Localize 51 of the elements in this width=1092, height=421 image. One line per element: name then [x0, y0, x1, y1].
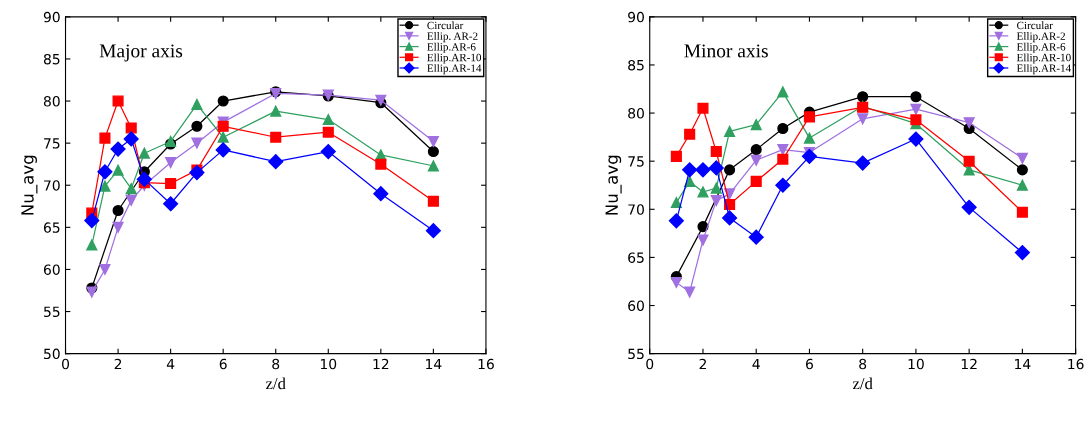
y-tick-label: 75	[628, 156, 644, 167]
x-axis-title: z/d	[852, 377, 873, 390]
x-tick-label: 16	[1068, 358, 1084, 370]
x-tick-label: 12	[373, 358, 389, 370]
x-tick-label: 4	[752, 358, 760, 370]
legend-label: Ellip.AR-10	[1016, 53, 1071, 64]
y-tick-label: 70	[44, 180, 60, 191]
x-tick-label: 14	[1015, 358, 1031, 370]
x-tick-label: 12	[961, 358, 977, 370]
legend-label: Circular	[427, 21, 464, 30]
x-tick-label: 10	[908, 358, 924, 370]
y-tick-label: 65	[43, 222, 60, 233]
y-tick-label: 60	[43, 264, 60, 275]
y-tick-label: 60	[628, 300, 644, 311]
x-tick-label: 14	[426, 358, 442, 370]
legend-label: Ellip.AR-10	[427, 53, 482, 64]
legend-label: Ellip.AR-6	[427, 42, 476, 53]
y-tick-label: 85	[628, 59, 644, 71]
x-axis-title: z/d	[266, 377, 286, 390]
y-tick-label: 65	[628, 252, 644, 263]
y-tick-label: 90	[628, 11, 644, 23]
y-tick-label: 90	[43, 11, 60, 23]
y-tick-label: 55	[44, 306, 60, 318]
annotation: Minor axis	[684, 44, 768, 58]
x-tick-label: 8	[272, 358, 280, 370]
legend-label: Ellip.AR-2	[1016, 32, 1066, 43]
annotation: Major axis	[99, 44, 183, 62]
y-axis-title: Nu_avg	[21, 155, 38, 215]
legend-label: Ellip. AR-2	[427, 32, 478, 43]
x-tick-label: 2	[699, 358, 706, 370]
y-tick-label: 80	[628, 108, 644, 119]
y-tick-label: 70	[628, 204, 644, 215]
y-tick-label: 85	[43, 53, 60, 65]
legend-label: Ellip.AR-14	[1016, 64, 1071, 75]
x-tick-label: 6	[806, 358, 813, 370]
x-tick-label: 8	[859, 358, 867, 370]
x-tick-label: 4	[166, 358, 175, 370]
y-tick-label: 50	[44, 348, 60, 360]
legend-label: Ellip.AR-6	[1016, 42, 1066, 53]
legend-label: Circular	[1017, 21, 1053, 30]
y-axis-title: Nu_avg	[605, 155, 622, 215]
x-tick-label: 10	[320, 358, 337, 370]
x-tick-label: 0	[62, 358, 70, 370]
y-tick-label: 75	[44, 138, 60, 149]
y-tick-label: 80	[43, 96, 60, 107]
y-tick-label: 55	[628, 348, 644, 360]
legend-label: Ellip.AR-14	[427, 64, 482, 75]
x-tick-label: 2	[114, 358, 122, 370]
x-tick-label: 16	[478, 358, 494, 370]
x-tick-label: 6	[219, 358, 227, 370]
x-tick-label: 0	[646, 358, 654, 370]
